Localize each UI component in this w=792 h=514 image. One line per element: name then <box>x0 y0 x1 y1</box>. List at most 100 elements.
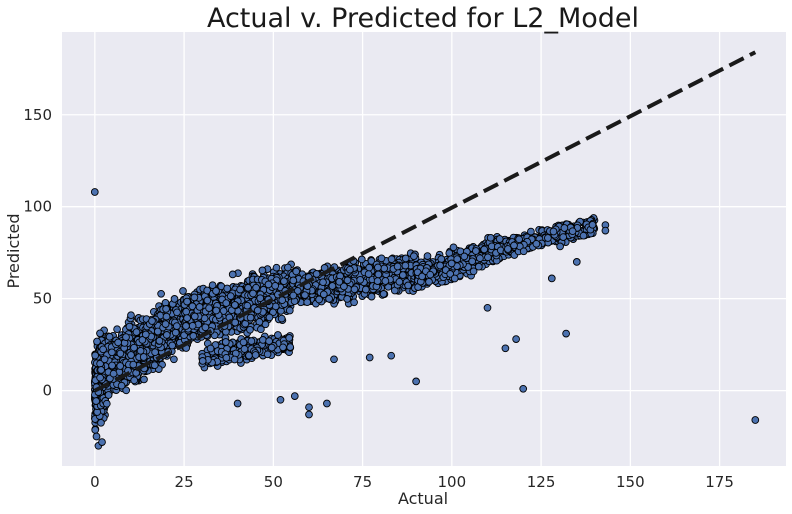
data-point <box>257 325 265 334</box>
data-point <box>277 314 286 323</box>
data-point <box>484 253 492 262</box>
data-point <box>162 312 171 321</box>
data-point <box>425 277 433 286</box>
data-point <box>97 366 105 374</box>
data-point <box>319 290 328 299</box>
data-point <box>395 277 404 286</box>
data-point <box>171 328 180 337</box>
data-point <box>212 287 220 295</box>
data-points <box>90 188 760 450</box>
data-point <box>319 278 327 287</box>
data-point <box>519 247 528 256</box>
data-point <box>256 294 265 303</box>
data-point <box>486 233 495 242</box>
data-point <box>532 239 541 248</box>
data-point <box>109 369 118 378</box>
data-point <box>426 270 435 279</box>
data-point <box>236 285 244 294</box>
data-point <box>303 298 312 307</box>
data-point <box>246 325 254 334</box>
data-point <box>544 234 552 242</box>
data-point <box>91 351 100 360</box>
data-point <box>474 262 483 271</box>
data-point <box>284 263 292 272</box>
data-point <box>100 355 109 364</box>
data-point <box>228 270 237 279</box>
data-point <box>335 277 344 286</box>
data-point <box>231 301 239 309</box>
data-point <box>168 341 177 350</box>
data-point <box>203 296 212 305</box>
data-point <box>289 276 298 285</box>
data-point <box>222 299 231 307</box>
data-point <box>231 318 239 327</box>
data-point <box>495 235 504 243</box>
data-point <box>460 252 469 261</box>
data-point <box>173 308 181 317</box>
data-point <box>560 224 569 232</box>
data-point <box>350 285 359 294</box>
data-point <box>108 348 116 357</box>
data-point <box>393 262 402 271</box>
data-point <box>556 242 564 251</box>
data-point <box>387 255 396 264</box>
data-point <box>249 289 257 298</box>
data-point <box>122 386 131 395</box>
data-point <box>105 332 114 341</box>
data-point <box>374 263 382 272</box>
data-point <box>244 283 252 292</box>
data-point <box>588 220 597 229</box>
data-point <box>151 348 159 357</box>
data-point <box>243 301 252 310</box>
data-point <box>480 245 489 254</box>
data-point <box>264 280 273 289</box>
data-point <box>92 432 101 441</box>
data-point <box>141 330 150 339</box>
data-point <box>579 231 588 240</box>
data-point <box>92 397 100 405</box>
data-point <box>252 283 260 292</box>
data-point <box>515 235 523 244</box>
data-point <box>364 270 373 278</box>
data-point <box>114 338 122 347</box>
data-point <box>125 322 134 331</box>
data-point <box>453 255 462 263</box>
data-point <box>278 296 287 305</box>
data-point <box>127 351 135 359</box>
data-point <box>162 305 170 313</box>
data-point <box>150 361 159 370</box>
data-point <box>132 369 140 377</box>
data-point <box>356 275 365 284</box>
data-point <box>162 331 171 339</box>
data-point <box>343 276 352 285</box>
data-point <box>450 274 459 283</box>
data-point <box>549 227 558 236</box>
data-point <box>113 325 121 334</box>
data-point <box>130 376 139 385</box>
data-point <box>367 292 376 301</box>
data-point <box>102 399 111 408</box>
data-point <box>212 306 221 315</box>
data-point <box>399 271 407 279</box>
data-point <box>132 328 141 336</box>
data-point <box>510 241 518 250</box>
data-point <box>93 337 101 346</box>
data-point <box>201 323 210 332</box>
data-point <box>410 252 418 261</box>
data-point <box>271 281 280 290</box>
data-point <box>437 255 446 263</box>
data-point <box>373 277 382 285</box>
data-point <box>265 313 274 322</box>
data-point <box>205 304 213 312</box>
data-point <box>219 307 228 315</box>
data-point <box>504 245 512 253</box>
plot-area <box>62 32 786 466</box>
data-point <box>379 290 388 298</box>
data-point <box>153 327 162 336</box>
data-point <box>116 362 125 370</box>
data-point <box>292 267 301 276</box>
data-point <box>328 282 337 290</box>
data-point <box>401 261 410 270</box>
data-point <box>423 252 432 260</box>
data-point <box>312 270 321 278</box>
